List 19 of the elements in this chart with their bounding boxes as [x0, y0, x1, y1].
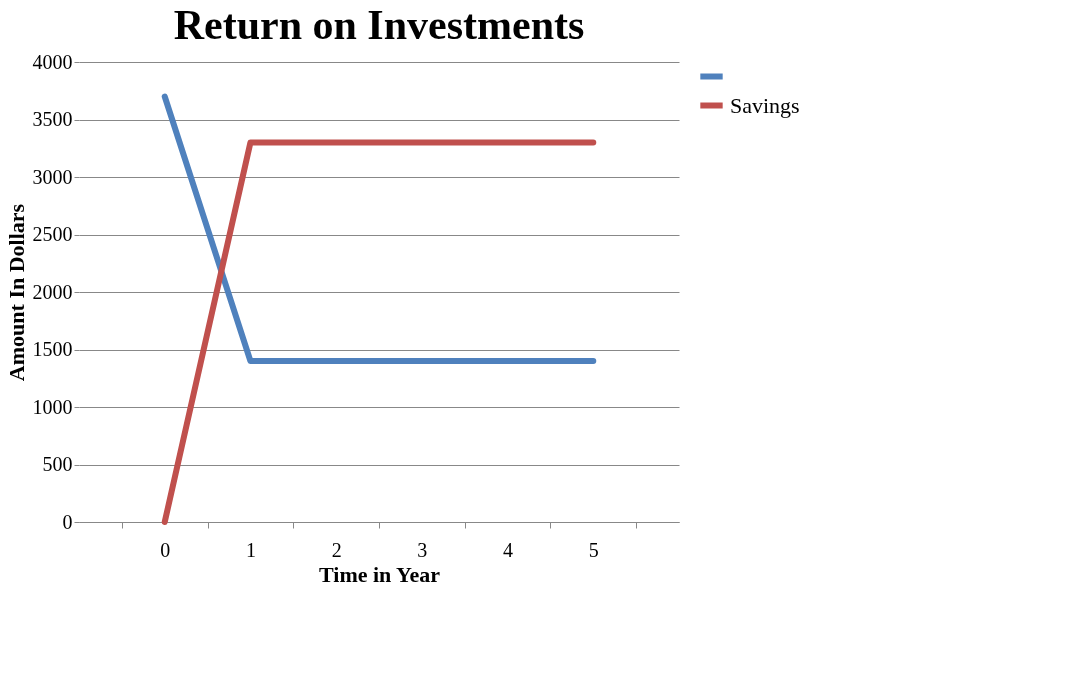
y-tick-label: 1500: [32, 338, 73, 360]
y-tick-label: 500: [42, 453, 73, 475]
legend-label: Savings: [730, 92, 800, 118]
y-axis-title: Amount In Dollars: [3, 203, 29, 382]
x-tick-label: 1: [245, 538, 256, 561]
y-tick-label: 3500: [32, 108, 73, 130]
x-axis-title: Time in Year: [319, 561, 441, 587]
y-tick-label: 4000: [32, 50, 73, 73]
y-tick-label: 2500: [32, 223, 73, 245]
x-tick-label: 2: [331, 538, 342, 561]
x-tick-label: 4: [503, 538, 514, 561]
y-tick-label: 2000: [32, 280, 73, 303]
chart-title: Return on Investments: [173, 2, 585, 48]
y-tick-label: 3000: [32, 165, 73, 188]
y-tick-label: 0: [62, 510, 73, 533]
x-tick-label: 3: [417, 538, 428, 561]
x-tick-label: 0: [160, 538, 171, 561]
x-tick-label: 5: [588, 538, 599, 561]
y-tick-label: 1000: [32, 395, 73, 418]
